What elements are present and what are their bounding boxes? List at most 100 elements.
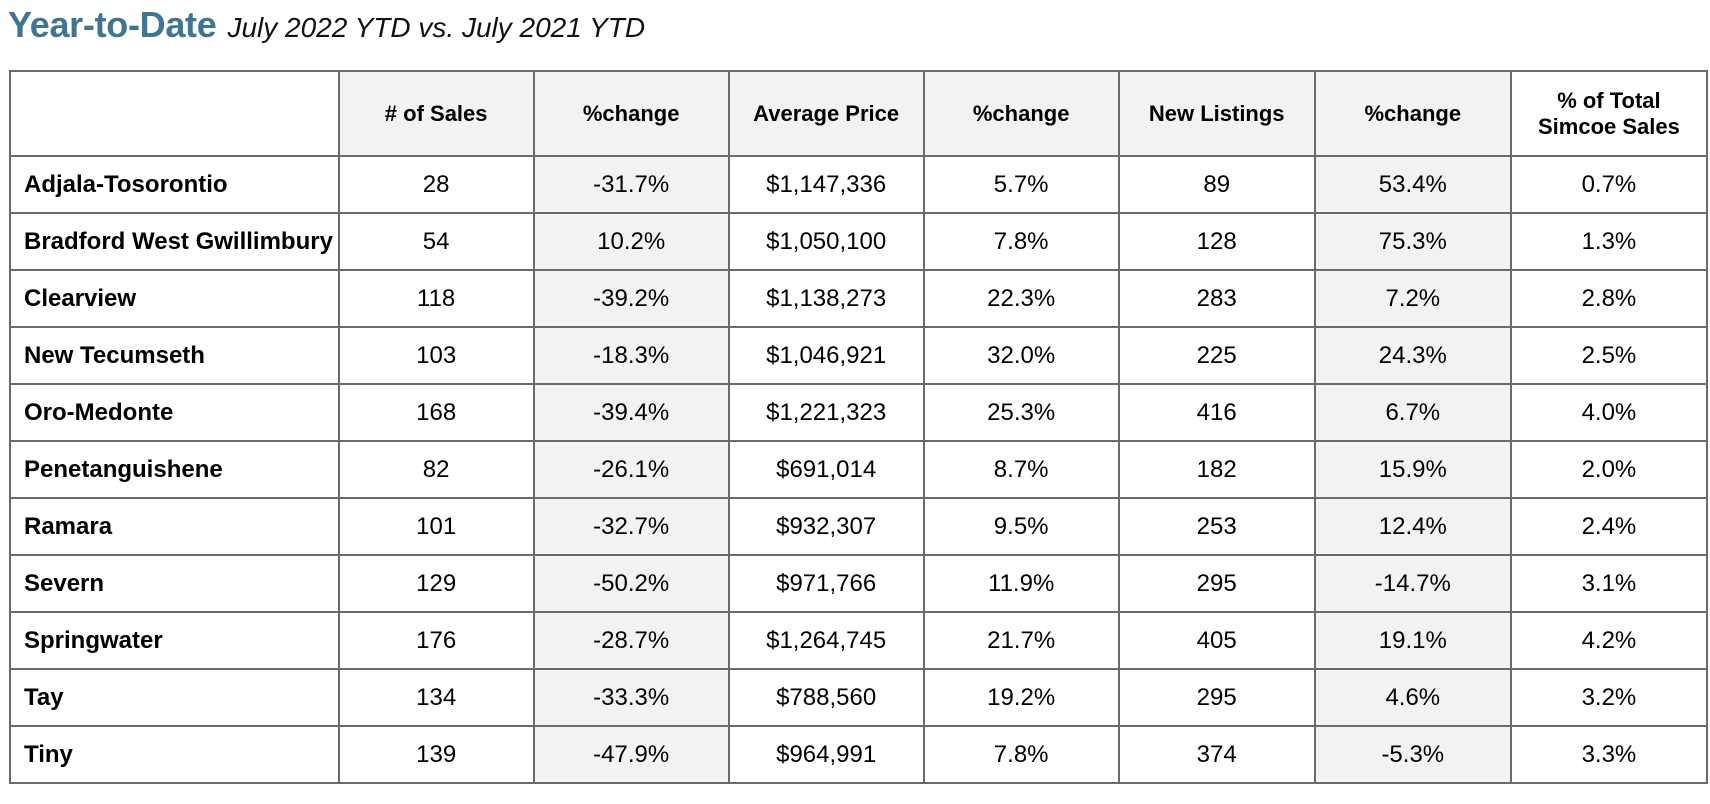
cell-municipality: Clearview: [9, 269, 340, 328]
cell-listings-change: 15.9%: [1313, 440, 1512, 499]
cell-listings-change: -5.3%: [1313, 725, 1512, 784]
header-avg-price: Average Price: [727, 70, 925, 157]
header-row: # of Sales %change Average Price %change…: [9, 70, 1709, 157]
table-row: New Tecumseth 103 -18.3% $1,046,921 32.0% 225…: [9, 326, 1709, 385]
cell-municipality: Bradford West Gwillimbury: [9, 212, 340, 271]
cell-avg-price: $1,147,336: [727, 155, 925, 214]
cell-listings-change: 7.2%: [1313, 269, 1512, 328]
header-sales: # of Sales: [337, 70, 535, 157]
cell-new-listings: 374: [1117, 725, 1316, 784]
cell-price-change: 21.7%: [922, 611, 1120, 670]
cell-municipality: Springwater: [9, 611, 340, 670]
cell-sales: 103: [337, 326, 535, 385]
cell-pct-total: 4.2%: [1509, 611, 1709, 670]
cell-price-change: 5.7%: [922, 155, 1120, 214]
cell-new-listings: 182: [1117, 440, 1316, 499]
cell-price-change: 25.3%: [922, 383, 1120, 442]
table-row: Springwater 176 -28.7% $1,264,745 21.7% 405 19…: [9, 611, 1709, 670]
cell-listings-change: 75.3%: [1313, 212, 1512, 271]
cell-pct-total: 4.0%: [1509, 383, 1709, 442]
cell-new-listings: 405: [1117, 611, 1316, 670]
cell-sales: 129: [337, 554, 535, 613]
cell-sales: 101: [337, 497, 535, 556]
header-listings-change: %change: [1313, 70, 1512, 157]
cell-price-change: 8.7%: [922, 440, 1120, 499]
cell-sales: 54: [337, 212, 535, 271]
cell-avg-price: $1,221,323: [727, 383, 925, 442]
cell-listings-change: 53.4%: [1313, 155, 1512, 214]
cell-listings-change: -14.7%: [1313, 554, 1512, 613]
cell-sales: 176: [337, 611, 535, 670]
ytd-sales-table: # of Sales %change Average Price %change…: [9, 70, 1709, 784]
cell-sales-change: -31.7%: [532, 155, 730, 214]
header-pct-total: % of Total Simcoe Sales: [1509, 70, 1709, 157]
cell-sales-change: -50.2%: [532, 554, 730, 613]
cell-sales: 118: [337, 269, 535, 328]
table-row: Bradford West Gwillimbury 54 10.2% $1,050,1…: [9, 212, 1709, 271]
cell-sales-change: -39.2%: [532, 269, 730, 328]
cell-pct-total: 2.5%: [1509, 326, 1709, 385]
cell-pct-total: 2.0%: [1509, 440, 1709, 499]
title-main: Year-to-Date: [8, 4, 217, 45]
cell-avg-price: $788,560: [727, 668, 925, 727]
cell-sales-change: -39.4%: [532, 383, 730, 442]
cell-pct-total: 3.1%: [1509, 554, 1709, 613]
cell-sales: 28: [337, 155, 535, 214]
cell-sales: 82: [337, 440, 535, 499]
cell-municipality: Oro-Medonte: [9, 383, 340, 442]
cell-pct-total: 0.7%: [1509, 155, 1709, 214]
cell-new-listings: 416: [1117, 383, 1316, 442]
cell-sales: 134: [337, 668, 535, 727]
cell-sales-change: -18.3%: [532, 326, 730, 385]
cell-new-listings: 295: [1117, 668, 1316, 727]
cell-avg-price: $1,138,273: [727, 269, 925, 328]
table-row: Ramara 101 -32.7% $932,307 9.5% 253 12.4% 2.4%: [9, 497, 1709, 556]
cell-municipality: New Tecumseth: [9, 326, 340, 385]
cell-sales: 139: [337, 725, 535, 784]
cell-pct-total: 2.8%: [1509, 269, 1709, 328]
cell-avg-price: $1,264,745: [727, 611, 925, 670]
cell-municipality: Penetanguishene: [9, 440, 340, 499]
cell-avg-price: $1,046,921: [727, 326, 925, 385]
cell-price-change: 22.3%: [922, 269, 1120, 328]
table-row: Adjala-Tosorontio 28 -31.7% $1,147,336 5.7% 8…: [9, 155, 1709, 214]
cell-sales-change: -47.9%: [532, 725, 730, 784]
cell-municipality: Severn: [9, 554, 340, 613]
header-sales-change: %change: [532, 70, 730, 157]
cell-sales-change: -28.7%: [532, 611, 730, 670]
cell-municipality: Tiny: [9, 725, 340, 784]
cell-sales-change: -26.1%: [532, 440, 730, 499]
cell-municipality: Adjala-Tosorontio: [9, 155, 340, 214]
cell-sales-change: -32.7%: [532, 497, 730, 556]
cell-pct-total: 3.3%: [1509, 725, 1709, 784]
cell-price-change: 19.2%: [922, 668, 1120, 727]
table-body: Adjala-Tosorontio 28 -31.7% $1,147,336 5.7% 8…: [9, 155, 1709, 784]
header-price-change: %change: [922, 70, 1120, 157]
table-row: Penetanguishene 82 -26.1% $691,014 8.7% 182 15…: [9, 440, 1709, 499]
cell-sales-change: -33.3%: [532, 668, 730, 727]
cell-new-listings: 295: [1117, 554, 1316, 613]
cell-avg-price: $691,014: [727, 440, 925, 499]
cell-avg-price: $971,766: [727, 554, 925, 613]
cell-avg-price: $1,050,100: [727, 212, 925, 271]
header-pct-total-label: % of Total Simcoe Sales: [1537, 87, 1680, 139]
cell-price-change: 9.5%: [922, 497, 1120, 556]
cell-avg-price: $932,307: [727, 497, 925, 556]
cell-new-listings: 128: [1117, 212, 1316, 271]
cell-listings-change: 24.3%: [1313, 326, 1512, 385]
cell-listings-change: 4.6%: [1313, 668, 1512, 727]
cell-pct-total: 3.2%: [1509, 668, 1709, 727]
cell-new-listings: 89: [1117, 155, 1316, 214]
cell-price-change: 11.9%: [922, 554, 1120, 613]
table-row: Clearview 118 -39.2% $1,138,273 22.3% 283 7.2%…: [9, 269, 1709, 328]
table-row: Tiny 139 -47.9% $964,991 7.8% 374 -5.3% 3.3%: [9, 725, 1709, 784]
table-row: Oro-Medonte 168 -39.4% $1,221,323 25.3% 416 6.…: [9, 383, 1709, 442]
cell-new-listings: 283: [1117, 269, 1316, 328]
title-subtitle: July 2022 YTD vs. July 2021 YTD: [227, 12, 646, 43]
cell-new-listings: 253: [1117, 497, 1316, 556]
cell-pct-total: 1.3%: [1509, 212, 1709, 271]
cell-municipality: Ramara: [9, 497, 340, 556]
cell-price-change: 32.0%: [922, 326, 1120, 385]
cell-listings-change: 6.7%: [1313, 383, 1512, 442]
cell-municipality: Tay: [9, 668, 340, 727]
